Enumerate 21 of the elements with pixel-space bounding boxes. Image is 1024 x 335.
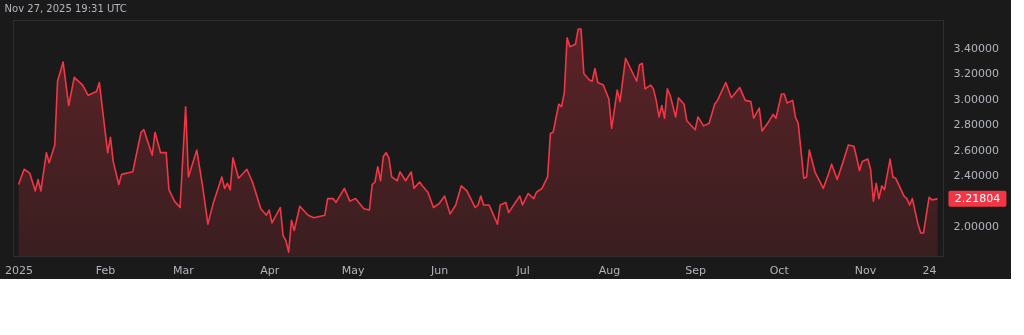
x-tick-label: Nov: [854, 263, 877, 277]
x-tick-label: Sep: [685, 263, 707, 277]
x-tick-label: Mar: [172, 263, 195, 277]
y-tick-label: 3.00000: [953, 92, 999, 106]
x-tick-label: 24: [922, 263, 937, 277]
x-tick-label: Apr: [260, 263, 280, 277]
x-tick-label: Feb: [95, 263, 116, 277]
y-tick-label: 3.40000: [953, 41, 999, 55]
y-tick-label: 2.00000: [953, 220, 999, 234]
x-tick-label: May: [341, 263, 366, 277]
y-tick-label: 2.40000: [953, 169, 999, 183]
chart-title: Nov 27, 2025 19:31 UTC: [4, 3, 127, 14]
y-tick-label: 3.20000: [953, 67, 999, 81]
annotation: 2.21804: [954, 191, 1001, 205]
y-tick-label: 2.60000: [953, 143, 999, 157]
x-tick-label: Oct: [769, 263, 790, 277]
x-tick-label: Aug: [598, 263, 621, 277]
x-tick-label: 2025: [5, 263, 34, 277]
x-tick-label: Jul: [515, 263, 530, 277]
y-tick-label: 2.80000: [953, 118, 999, 132]
x-tick-label: Jun: [429, 263, 449, 277]
